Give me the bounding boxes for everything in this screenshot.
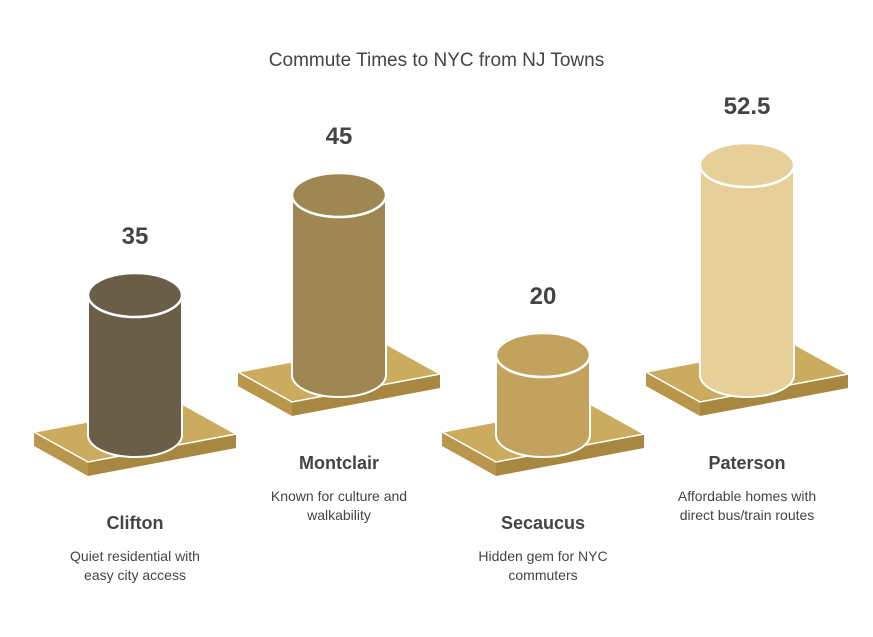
category-label: Montclair [298, 453, 379, 473]
bar [699, 164, 795, 398]
chart-title: Commute Times to NYC from NJ Towns [268, 50, 605, 71]
bar-top [698, 141, 796, 189]
bar-top [86, 271, 184, 319]
platform-side [88, 434, 236, 476]
value-label: 45 [325, 123, 353, 150]
platform-side [238, 372, 292, 416]
category-label: Clifton [106, 513, 164, 533]
description: Affordable homes with direct bus/train r… [677, 488, 817, 523]
bar-top [494, 331, 592, 379]
value-label: 20 [529, 283, 557, 310]
platform-side [496, 434, 644, 476]
bar [87, 294, 183, 458]
value-label: 52.5 [723, 93, 771, 120]
bar [291, 194, 387, 398]
category-label: Paterson [708, 453, 786, 473]
description: Hidden gem for NYC commuters [478, 548, 608, 583]
platform-side [646, 372, 700, 416]
platform-side [442, 432, 496, 476]
platform-side [700, 374, 848, 416]
description: Quiet residential with easy city access [70, 548, 200, 583]
bar-top [290, 171, 388, 219]
description: Known for culture and walkability [270, 488, 408, 523]
platform-side [292, 374, 440, 416]
category-label: Secaucus [500, 513, 586, 533]
bar [495, 354, 591, 458]
value-label: 35 [121, 223, 149, 250]
platform-side [34, 432, 88, 476]
